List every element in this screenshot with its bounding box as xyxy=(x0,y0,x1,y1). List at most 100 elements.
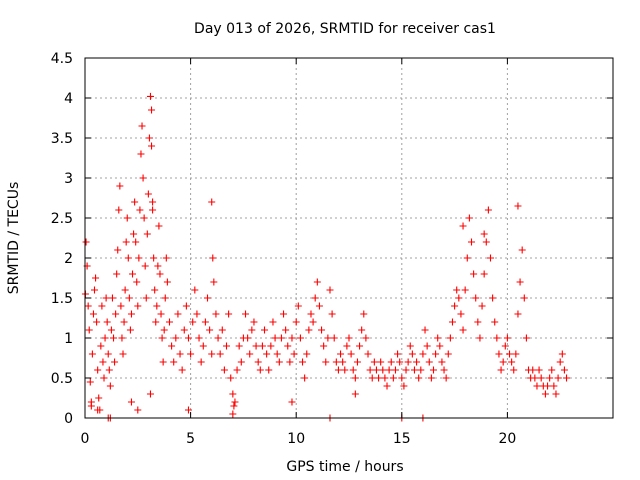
data-point xyxy=(351,374,359,382)
data-point xyxy=(133,278,141,286)
data-point xyxy=(201,318,209,326)
data-point xyxy=(474,318,482,326)
data-point xyxy=(267,342,275,350)
data-point xyxy=(442,374,450,382)
data-point xyxy=(139,174,147,182)
data-point xyxy=(152,318,160,326)
data-point xyxy=(218,326,226,334)
data-point xyxy=(440,366,448,374)
data-point xyxy=(522,334,530,342)
data-point xyxy=(98,302,106,310)
data-point xyxy=(480,230,488,238)
data-point xyxy=(364,350,372,358)
data-point xyxy=(400,382,408,390)
data-point xyxy=(541,390,549,398)
data-point xyxy=(402,366,410,374)
data-point xyxy=(140,214,148,222)
data-point xyxy=(368,374,376,382)
data-point xyxy=(155,222,163,230)
data-point xyxy=(88,350,96,358)
data-point xyxy=(172,334,180,342)
data-point xyxy=(497,366,505,374)
data-point xyxy=(229,390,237,398)
y-tick-label: 0.5 xyxy=(51,371,73,387)
data-point xyxy=(347,350,355,358)
data-point xyxy=(406,342,414,350)
data-point xyxy=(163,278,171,286)
data-point xyxy=(358,326,366,334)
data-point xyxy=(533,382,541,390)
data-point xyxy=(271,334,279,342)
data-point xyxy=(110,334,118,342)
data-point xyxy=(351,390,359,398)
data-point xyxy=(127,398,135,406)
data-point xyxy=(149,198,157,206)
data-point xyxy=(362,334,370,342)
data-point xyxy=(484,206,492,214)
data-point xyxy=(160,326,168,334)
data-point xyxy=(381,374,389,382)
data-point xyxy=(313,278,321,286)
data-point xyxy=(97,342,105,350)
grid-lines xyxy=(85,58,613,418)
data-point xyxy=(391,366,399,374)
data-point xyxy=(408,350,416,358)
data-point xyxy=(326,286,334,294)
y-tick-label: 0 xyxy=(64,411,73,427)
data-point xyxy=(118,334,126,342)
data-point xyxy=(307,310,315,318)
data-point xyxy=(343,342,351,350)
data-point xyxy=(82,238,90,246)
data-point xyxy=(148,142,156,150)
data-point xyxy=(311,294,319,302)
x-axis-label: GPS time / hours xyxy=(286,459,403,475)
data-point xyxy=(115,206,123,214)
data-point xyxy=(235,342,243,350)
data-point xyxy=(315,302,323,310)
data-point xyxy=(389,374,397,382)
data-point xyxy=(178,366,186,374)
data-point xyxy=(444,350,452,358)
data-point xyxy=(544,382,552,390)
data-point xyxy=(191,286,199,294)
data-point xyxy=(107,326,115,334)
data-point xyxy=(145,134,153,142)
data-point xyxy=(119,350,127,358)
data-point xyxy=(176,350,184,358)
data-point xyxy=(328,310,336,318)
data-point xyxy=(463,254,471,262)
data-point xyxy=(459,222,467,230)
data-point xyxy=(263,350,271,358)
data-point xyxy=(129,270,137,278)
data-point xyxy=(252,342,260,350)
data-point xyxy=(256,366,264,374)
data-point xyxy=(122,238,130,246)
data-point xyxy=(158,334,166,342)
data-point xyxy=(436,342,444,350)
data-point xyxy=(546,374,554,382)
data-point xyxy=(387,358,395,366)
data-point xyxy=(299,358,307,366)
data-point xyxy=(195,334,203,342)
data-point xyxy=(495,350,503,358)
x-tick-label: 10 xyxy=(287,431,305,447)
data-point xyxy=(216,350,224,358)
data-point xyxy=(131,198,139,206)
data-point xyxy=(419,350,427,358)
data-point xyxy=(491,318,499,326)
data-point xyxy=(143,230,151,238)
data-point xyxy=(229,410,237,418)
data-point xyxy=(421,326,429,334)
data-point xyxy=(209,254,217,262)
data-point xyxy=(246,350,254,358)
data-point xyxy=(244,334,252,342)
data-point xyxy=(356,342,364,350)
data-point xyxy=(514,202,522,210)
data-point xyxy=(432,350,440,358)
data-point xyxy=(137,150,145,158)
data-point xyxy=(337,350,345,358)
data-point xyxy=(465,214,473,222)
data-point xyxy=(453,286,461,294)
data-point xyxy=(126,326,134,334)
